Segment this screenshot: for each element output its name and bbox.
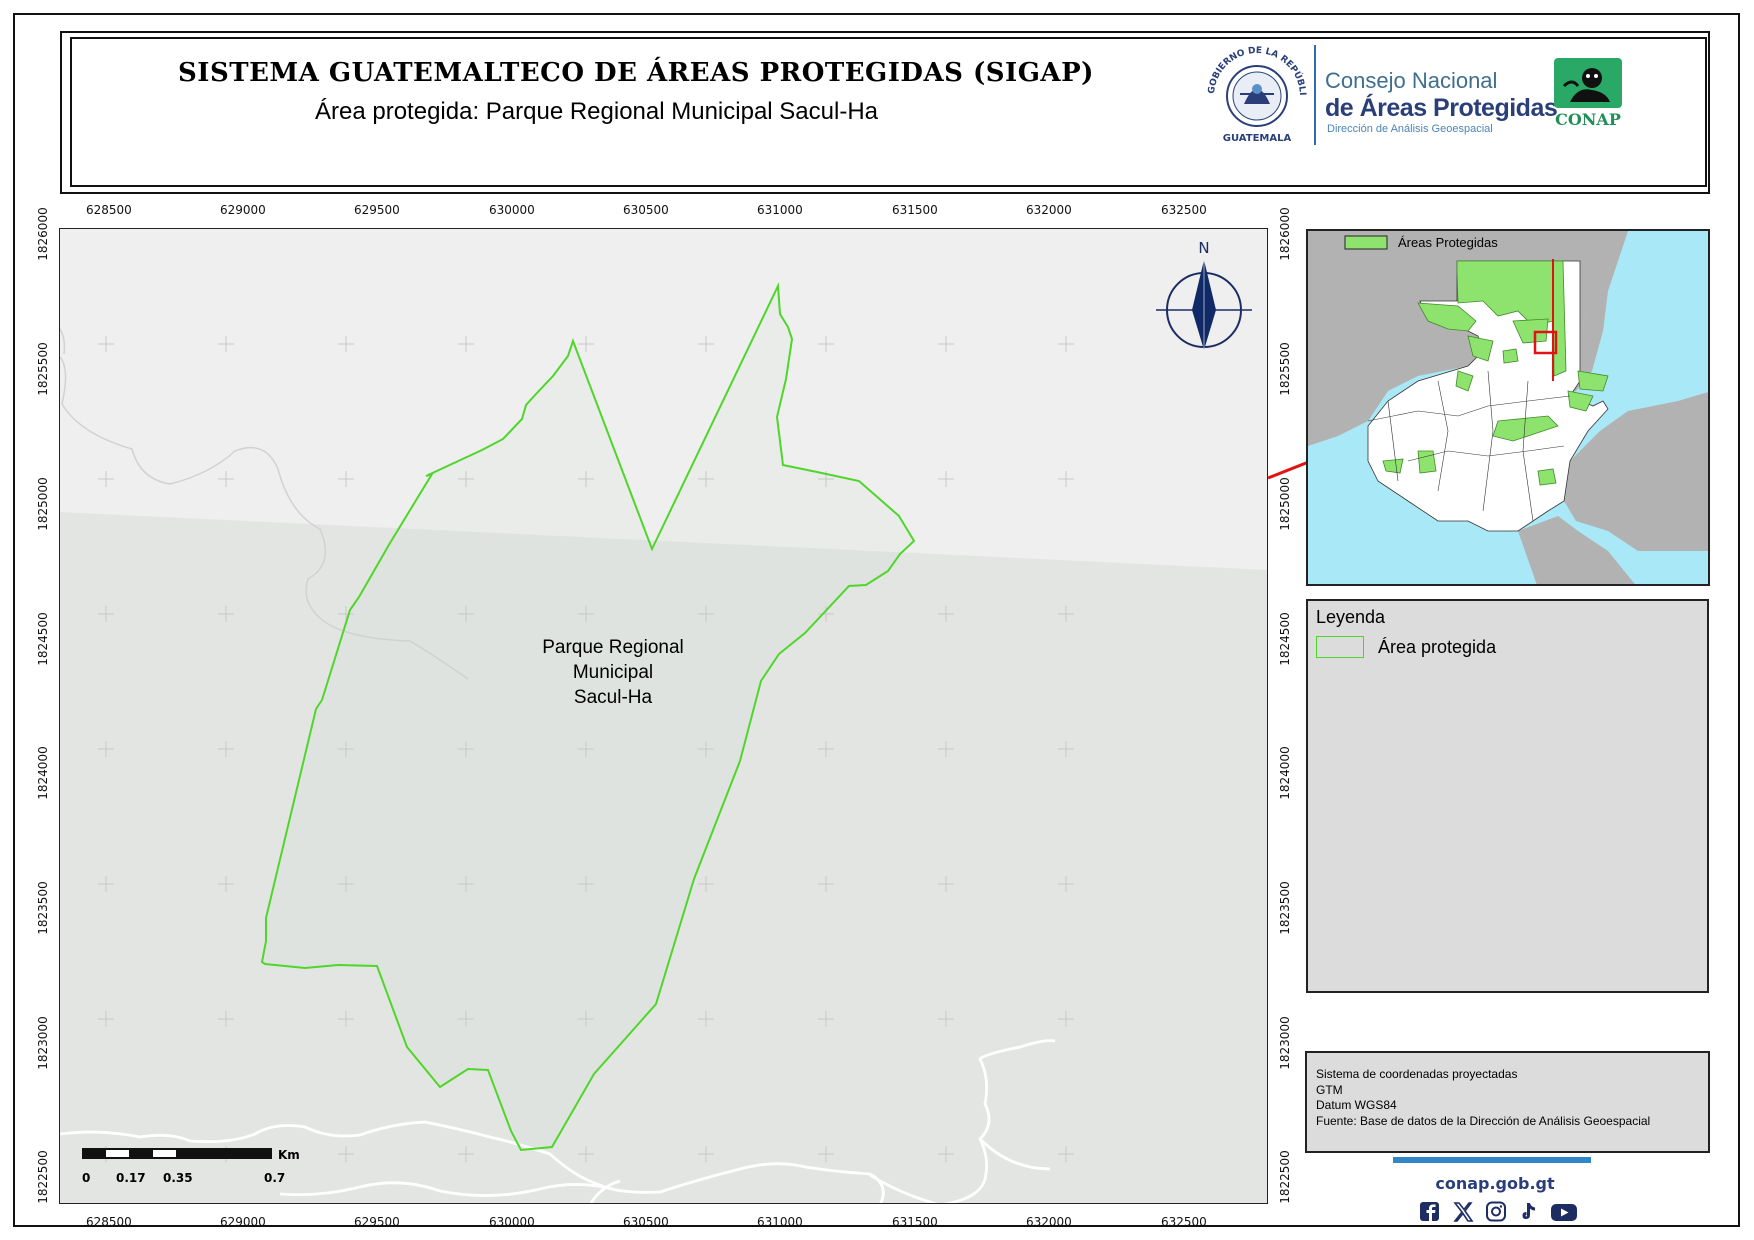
- x-tick-top: 632500: [1161, 203, 1207, 217]
- mexico-area: [1308, 231, 1618, 446]
- x-tick-bottom: 632000: [1026, 1215, 1072, 1229]
- protected-areas: [1382, 260, 1609, 486]
- protected-area-boundary: [260, 282, 916, 1152]
- legend-item-label: Área protegida: [1378, 637, 1497, 657]
- map-title: SISTEMA GUATEMALTECO DE ÁREAS PROTEGIDAS…: [178, 58, 1094, 88]
- scale-unit: Km: [278, 1148, 300, 1162]
- north-arrow-icon: [1156, 260, 1252, 350]
- x-tick-bottom: 628500: [86, 1215, 132, 1229]
- conap-logo: [1554, 58, 1622, 108]
- locator-box: [1533, 330, 1558, 355]
- org-name-line1: Consejo Nacional: [1325, 68, 1498, 93]
- scale-label-2: 0.35: [163, 1171, 193, 1185]
- main-map[interactable]: Parque Regional Municipal Sacul-Ha N Km …: [59, 228, 1268, 1204]
- area-label-line3: Sacul-Ha: [574, 687, 653, 708]
- map-subtitle: Área protegida: Parque Regional Municipa…: [315, 98, 878, 125]
- inset-legend-swatch: [1344, 235, 1388, 250]
- tiktok-icon[interactable]: [1517, 1201, 1541, 1223]
- org-name-line2: de Áreas Protegidas: [1325, 94, 1558, 122]
- x-tick-top: 629000: [220, 203, 266, 217]
- x-tick-bottom: 630500: [623, 1215, 669, 1229]
- x-tick-bottom: 631000: [757, 1215, 803, 1229]
- instagram-icon[interactable]: [1484, 1201, 1508, 1223]
- x-tick-bottom: 629000: [220, 1215, 266, 1229]
- legend-swatch-protected-area: [1316, 636, 1364, 658]
- area-label-line2: Municipal: [573, 662, 653, 683]
- grid-crosses: [98, 336, 1074, 1162]
- legend-panel: Leyenda Área protegida: [1306, 599, 1709, 993]
- honduras-area: [1564, 392, 1708, 551]
- info-line: Fuente: Base de datos de la Dirección de…: [1316, 1113, 1651, 1128]
- footer-accent-bar: [1393, 1157, 1591, 1163]
- x-tick-top: 631500: [892, 203, 938, 217]
- land-north-area: [60, 229, 1267, 570]
- stream-lines: [60, 328, 469, 680]
- main-map-canvas: Parque Regional Municipal Sacul-Ha N Km …: [60, 229, 1267, 1203]
- youtube-icon[interactable]: [1550, 1201, 1577, 1223]
- info-line: Datum WGS84: [1316, 1098, 1397, 1112]
- conap-logo-text: CONAP: [1555, 110, 1621, 129]
- facebook-icon[interactable]: [1418, 1201, 1442, 1223]
- header-frame: [60, 31, 1710, 194]
- x-tick-bottom: 631500: [892, 1215, 938, 1229]
- x-tick-bottom: 630000: [489, 1215, 535, 1229]
- x-tick-bottom: 632500: [1161, 1215, 1207, 1229]
- scale-label-1: 0.17: [116, 1171, 146, 1185]
- north-label: N: [1198, 239, 1209, 257]
- org-department: Dirección de Análisis Geoespacial: [1327, 123, 1493, 135]
- road-lines: [60, 1039, 1056, 1203]
- area-label-line1: Parque Regional: [542, 637, 684, 658]
- x-tick-top: 630000: [489, 203, 535, 217]
- scale-bar: Km 0 0.17 0.35 0.7: [82, 1148, 300, 1185]
- locator-inset-map[interactable]: Áreas Protegidas: [1306, 229, 1710, 586]
- scale-label-3: 0.7: [264, 1171, 285, 1185]
- website-link[interactable]: conap.gob.gt: [1435, 1174, 1555, 1193]
- x-tick-top: 631000: [757, 203, 803, 217]
- x-tick-top: 632000: [1026, 203, 1072, 217]
- social-icons: [1418, 1201, 1577, 1223]
- projection-info-box: Sistema de coordenadas proyectadas GTM D…: [1305, 1051, 1710, 1153]
- guatemala-seal-logo: GOBIERNO DE LA REPÚBLICA GUATEMALA: [1200, 44, 1307, 144]
- inset-legend-label: Áreas Protegidas: [1398, 235, 1498, 250]
- legend-title: Leyenda: [1316, 607, 1386, 627]
- inset-map-canvas: Áreas Protegidas: [1308, 231, 1708, 584]
- logo-divider: [1314, 45, 1316, 145]
- header-inner-frame: [70, 37, 1707, 187]
- x-tick-top: 628500: [86, 203, 132, 217]
- map-sheet-frame: [13, 13, 1740, 1227]
- x-tick-bottom: 629500: [354, 1215, 400, 1229]
- info-line: Sistema de coordenadas proyectadas: [1316, 1067, 1518, 1081]
- department-lines: [1367, 370, 1571, 522]
- belize-area: [1553, 231, 1628, 396]
- info-line: GTM: [1316, 1082, 1343, 1097]
- el-salvador-area: [1518, 516, 1635, 584]
- x-icon[interactable]: [1451, 1201, 1475, 1223]
- x-tick-top: 629500: [354, 203, 400, 217]
- scale-label-0: 0: [82, 1171, 90, 1185]
- x-tick-top: 630500: [623, 203, 669, 217]
- svg-text:GUATEMALA: GUATEMALA: [1223, 133, 1292, 144]
